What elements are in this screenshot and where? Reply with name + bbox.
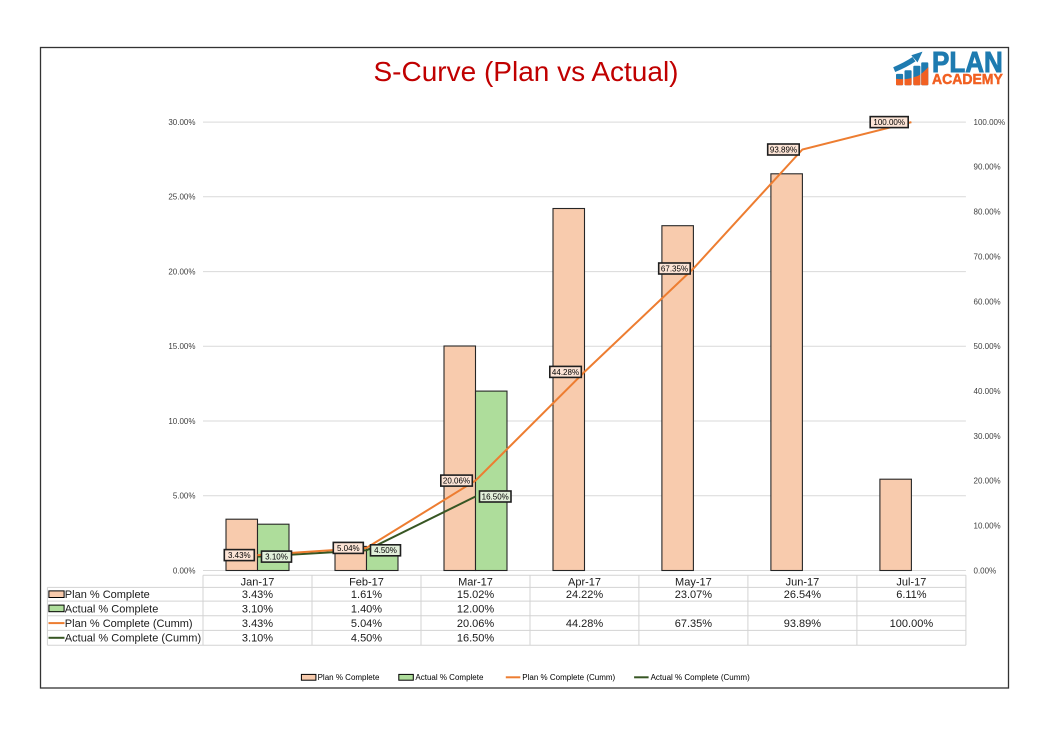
svg-text:100.00%: 100.00%	[974, 118, 1006, 127]
svg-text:Plan % Complete: Plan % Complete	[318, 673, 380, 682]
svg-text:3.10%: 3.10%	[242, 633, 273, 645]
svg-text:60.00%: 60.00%	[974, 297, 1001, 306]
svg-text:S-Curve (Plan vs Actual): S-Curve (Plan vs Actual)	[374, 56, 679, 87]
svg-text:90.00%: 90.00%	[974, 163, 1001, 172]
svg-text:Plan % Complete (Cumm): Plan % Complete (Cumm)	[522, 673, 615, 682]
svg-text:4.50%: 4.50%	[351, 633, 382, 645]
svg-text:5.04%: 5.04%	[337, 544, 360, 553]
svg-text:1.61%: 1.61%	[351, 589, 382, 601]
svg-text:25.00%: 25.00%	[168, 193, 195, 202]
svg-text:67.35%: 67.35%	[675, 618, 713, 630]
svg-text:ACADEMY: ACADEMY	[932, 72, 1003, 88]
svg-text:0.00%: 0.00%	[974, 566, 997, 575]
svg-text:44.28%: 44.28%	[552, 368, 579, 377]
svg-text:26.54%: 26.54%	[784, 589, 822, 601]
svg-text:Mar-17: Mar-17	[458, 576, 493, 588]
svg-text:16.50%: 16.50%	[457, 633, 495, 645]
svg-text:67.35%: 67.35%	[661, 264, 688, 273]
svg-text:6.11%: 6.11%	[896, 589, 927, 601]
svg-text:3.43%: 3.43%	[242, 589, 273, 601]
svg-text:Actual % Complete: Actual % Complete	[65, 603, 159, 615]
svg-text:20.06%: 20.06%	[443, 477, 470, 486]
svg-text:44.28%: 44.28%	[566, 618, 604, 630]
svg-text:93.89%: 93.89%	[770, 145, 797, 154]
svg-text:30.00%: 30.00%	[168, 118, 195, 127]
svg-text:30.00%: 30.00%	[974, 432, 1001, 441]
svg-text:Actual % Complete: Actual % Complete	[415, 673, 484, 682]
svg-text:12.00%: 12.00%	[457, 603, 495, 615]
svg-text:0.00%: 0.00%	[173, 566, 196, 575]
svg-text:Feb-17: Feb-17	[349, 576, 384, 588]
svg-text:5.04%: 5.04%	[351, 618, 382, 630]
svg-text:24.22%: 24.22%	[566, 589, 604, 601]
svg-text:3.43%: 3.43%	[228, 551, 251, 560]
svg-text:50.00%: 50.00%	[974, 342, 1001, 351]
svg-text:Actual % Complete (Cumm): Actual % Complete (Cumm)	[651, 673, 750, 682]
svg-text:Actual % Complete (Cumm): Actual % Complete (Cumm)	[65, 633, 201, 645]
svg-text:PLAN: PLAN	[932, 47, 1003, 79]
svg-text:May-17: May-17	[675, 576, 712, 588]
svg-text:15.00%: 15.00%	[168, 342, 195, 351]
svg-text:Apr-17: Apr-17	[568, 576, 601, 588]
svg-text:Jul-17: Jul-17	[896, 576, 926, 588]
svg-text:40.00%: 40.00%	[974, 387, 1001, 396]
svg-text:3.43%: 3.43%	[242, 618, 273, 630]
svg-text:100.00%: 100.00%	[873, 118, 905, 127]
svg-text:100.00%: 100.00%	[890, 618, 934, 630]
svg-text:4.50%: 4.50%	[374, 546, 397, 555]
svg-text:5.00%: 5.00%	[173, 492, 196, 501]
svg-text:Jun-17: Jun-17	[786, 576, 820, 588]
svg-text:20.00%: 20.00%	[974, 477, 1001, 486]
svg-text:10.00%: 10.00%	[974, 522, 1001, 531]
svg-text:16.50%: 16.50%	[482, 492, 509, 501]
svg-text:23.07%: 23.07%	[675, 589, 713, 601]
svg-text:15.02%: 15.02%	[457, 589, 495, 601]
svg-text:93.89%: 93.89%	[784, 618, 822, 630]
svg-text:80.00%: 80.00%	[974, 208, 1001, 217]
svg-text:Plan % Complete (Cumm): Plan % Complete (Cumm)	[65, 618, 193, 630]
svg-text:3.10%: 3.10%	[242, 603, 273, 615]
svg-text:70.00%: 70.00%	[974, 252, 1001, 261]
svg-text:20.06%: 20.06%	[457, 618, 495, 630]
svg-text:20.00%: 20.00%	[168, 267, 195, 276]
svg-text:Plan % Complete: Plan % Complete	[65, 589, 150, 601]
svg-text:3.10%: 3.10%	[265, 553, 288, 562]
svg-text:10.00%: 10.00%	[168, 417, 195, 426]
svg-text:1.40%: 1.40%	[351, 603, 382, 615]
svg-text:Jan-17: Jan-17	[241, 576, 275, 588]
